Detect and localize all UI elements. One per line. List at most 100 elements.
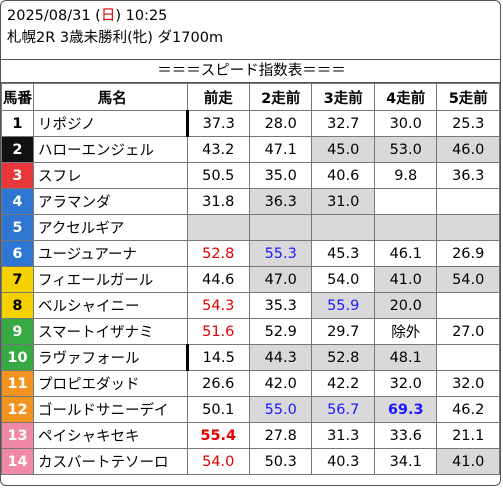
speed-r3: 31.3 [311, 422, 375, 449]
table-row: 6 ユージュアーナ 52.8 55.3 45.3 46.1 26.9 [1, 240, 500, 267]
speed-r5: 46.2 [436, 396, 500, 423]
horse-number: 8 [1, 292, 34, 319]
speed-r3: 31.0 [311, 188, 375, 215]
speed-r3: 40.3 [311, 448, 375, 475]
speed-r2: 47.0 [248, 266, 313, 293]
horse-name: カスバートテソーロ [32, 448, 188, 475]
horse-name: ユージュアーナ [32, 240, 188, 267]
speed-r4: 41.0 [373, 266, 438, 293]
speed-r3: 55.9 [311, 292, 375, 319]
speed-r5: 36.3 [436, 162, 500, 189]
speed-r2: 27.8 [248, 422, 313, 449]
speed-r5 [436, 214, 500, 241]
speed-r5 [436, 188, 500, 215]
horse-name: スフレ [32, 162, 188, 189]
speed-r5: 27.0 [436, 318, 500, 345]
col-header-r2: 2走前 [248, 83, 313, 111]
horse-number: 10 [1, 344, 34, 371]
table-row: 2 ハローエンジェル 43.2 47.1 45.0 53.0 46.0 [1, 136, 500, 163]
speed-r5: 46.0 [436, 136, 500, 163]
horse-name: アラマンダ [32, 188, 188, 215]
speed-r4: 34.1 [373, 448, 438, 475]
table-row: 12 ゴールドサニーデイ 50.1 55.0 56.7 69.3 46.2 [1, 396, 500, 423]
speed-r3 [311, 214, 375, 241]
speed-r3: 56.7 [311, 396, 375, 423]
race-weekday: 日 [100, 8, 116, 24]
horse-name: ペイシャキセキ [32, 422, 188, 449]
speed-r4: 48.1 [373, 344, 438, 371]
speed-r5: 21.1 [436, 422, 500, 449]
horse-number: 14 [1, 448, 34, 475]
race-info: 札幌2R 3歳未勝利(牝) ダ1700m [7, 30, 224, 46]
table-row: 9 スマートイザナミ 51.6 52.9 29.7 除外 27.0 [1, 318, 500, 345]
horse-number: 2 [1, 136, 34, 163]
speed-r2: 36.3 [248, 188, 313, 215]
col-header-number: 馬番 [1, 83, 34, 111]
speed-r3: 29.7 [311, 318, 375, 345]
speed-r5: 25.3 [436, 110, 500, 137]
speed-r3: 40.6 [311, 162, 375, 189]
speed-r4: 46.1 [373, 240, 438, 267]
horse-number: 6 [1, 240, 34, 267]
horse-number: 3 [1, 162, 34, 189]
table-header-row: 馬番 馬名 前走 2走前 3走前 4走前 5走前 [1, 83, 500, 111]
col-header-name: 馬名 [32, 83, 188, 111]
table-row: 4 アラマンダ 31.8 36.3 31.0 [1, 188, 500, 215]
speed-r1: 44.6 [186, 266, 250, 293]
speed-r4: 30.0 [373, 110, 438, 137]
horse-number: 11 [1, 370, 34, 397]
speed-r1: 52.8 [186, 240, 250, 267]
horse-number: 4 [1, 188, 34, 215]
speed-r2: 50.3 [248, 448, 313, 475]
table-row: 13 ペイシャキセキ 55.4 27.8 31.3 33.6 21.1 [1, 422, 500, 449]
speed-r4: 9.8 [373, 162, 438, 189]
horse-number: 7 [1, 266, 34, 293]
race-time: ) 10:25 [115, 8, 168, 24]
speed-r2 [248, 214, 313, 241]
speed-r4: 69.3 [373, 396, 438, 423]
speed-r3: 52.8 [311, 344, 375, 371]
speed-r1: 54.3 [186, 292, 250, 319]
race-datetime: 2025/08/31 (日) 10:25 [7, 5, 223, 27]
horse-number: 5 [1, 214, 34, 241]
table-row: 10 ラヴァフォール 14.5 44.3 52.8 48.1 [1, 344, 500, 371]
col-header-r5: 5走前 [436, 83, 500, 111]
speed-r1: 54.0 [186, 448, 250, 475]
speed-r3: 45.0 [311, 136, 375, 163]
speed-r2: 28.0 [248, 110, 313, 137]
speed-r1: 14.5 [186, 344, 250, 371]
horse-name: スマートイザナミ [32, 318, 188, 345]
speed-r4: 53.0 [373, 136, 438, 163]
table-row: 1 リポジノ 37.3 28.0 32.7 30.0 25.3 [1, 110, 500, 137]
horse-name: リポジノ [32, 110, 189, 137]
speed-r4: 20.0 [373, 292, 438, 319]
speed-r2: 52.9 [248, 318, 313, 345]
speed-r3: 45.3 [311, 240, 375, 267]
speed-r1: 50.1 [186, 396, 250, 423]
speed-r4 [373, 214, 438, 241]
speed-r1: 43.2 [186, 136, 250, 163]
col-header-r4: 4走前 [373, 83, 438, 111]
horse-number: 9 [1, 318, 34, 345]
speed-r5 [436, 344, 500, 371]
speed-r1: 26.6 [186, 370, 250, 397]
col-header-r1: 前走 [186, 83, 250, 111]
horse-name: ラヴァフォール [32, 344, 189, 371]
speed-r5: 32.0 [436, 370, 500, 397]
speed-r1: 51.6 [186, 318, 250, 345]
speed-r2: 35.3 [248, 292, 313, 319]
speed-r1: 31.8 [186, 188, 250, 215]
speed-r5: 26.9 [436, 240, 500, 267]
table-row: 3 スフレ 50.5 35.0 40.6 9.8 36.3 [1, 162, 500, 189]
speed-r4: 33.6 [373, 422, 438, 449]
speed-r2: 42.0 [248, 370, 313, 397]
speed-r5 [436, 292, 500, 319]
horse-name: フィエールガール [32, 266, 188, 293]
horse-number: 1 [1, 110, 34, 137]
speed-index-table: 馬番 馬名 前走 2走前 3走前 4走前 5走前 1 リポジノ 37.3 28.… [1, 83, 500, 475]
speed-r4: 除外 [373, 318, 438, 345]
horse-name: プロピエダッド [32, 370, 188, 397]
speed-r2: 55.3 [248, 240, 313, 267]
section-title: ＝＝＝スピード指数表＝＝＝ [1, 59, 500, 83]
